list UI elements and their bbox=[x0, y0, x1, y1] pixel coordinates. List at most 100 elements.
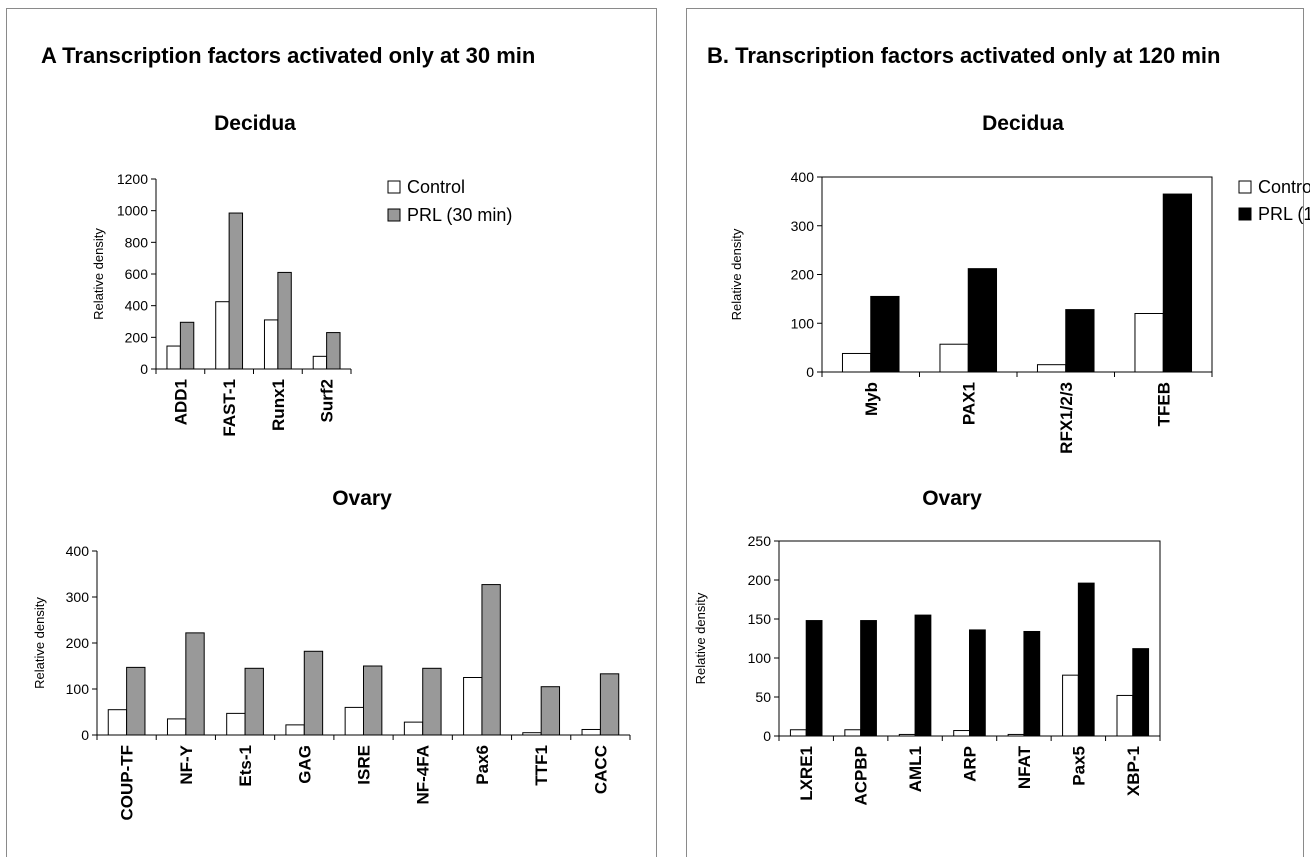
panel-a-title: A Transcription factors activated only a… bbox=[41, 43, 536, 68]
chart-2-bar-s1-0 bbox=[870, 295, 900, 373]
chart-2-legend-swatch-1 bbox=[1238, 207, 1252, 221]
chart-1-category-1: NF-Y bbox=[177, 744, 196, 784]
chart-0-ytick-label-6: 1200 bbox=[117, 171, 148, 187]
chart-1-category-5: NF-4FA bbox=[414, 745, 433, 805]
chart-1-bar-s0-8 bbox=[581, 728, 601, 736]
chart-3-category-3: ARP bbox=[961, 746, 980, 782]
panel-b: B. Transcription factors activated only … bbox=[686, 8, 1304, 857]
chart-2-category-1: PAX1 bbox=[959, 382, 978, 425]
chart-1-category-7: TTF1 bbox=[532, 745, 551, 786]
chart-3-bar-s1-4 bbox=[1023, 630, 1041, 737]
chart-0-category-1: FAST-1 bbox=[220, 379, 239, 437]
chart-3-ytick-label-1: 50 bbox=[755, 689, 771, 705]
chart-2-category-3: TFEB bbox=[1154, 382, 1173, 426]
chart-3-ytick-label-0: 0 bbox=[763, 728, 771, 744]
chart-3-bar-s0-6 bbox=[1116, 694, 1134, 737]
chart-1-category-6: Pax6 bbox=[473, 745, 492, 785]
chart-0-ytick-label-2: 400 bbox=[125, 298, 149, 314]
chart-0-legend-swatch-1 bbox=[387, 208, 401, 222]
chart-1-category-0: COUP-TF bbox=[118, 745, 137, 821]
chart-0-bar-s1-0 bbox=[179, 321, 195, 370]
chart-2-bar-s0-0 bbox=[841, 352, 872, 373]
chart-1-bar-s0-7 bbox=[522, 732, 542, 736]
chart-0-ytick-label-0: 0 bbox=[140, 361, 148, 377]
panel-b-title: B. Transcription factors activated only … bbox=[707, 43, 1221, 68]
chart-2-bar-s1-1 bbox=[967, 268, 998, 373]
chart-3-bar-s0-2 bbox=[898, 733, 916, 737]
chart-1-bar-s1-5 bbox=[422, 667, 442, 736]
chart-1-category-4: ISRE bbox=[355, 745, 374, 785]
chart-1-bar-s1-6 bbox=[481, 584, 501, 736]
chart-1-bar-s1-0 bbox=[126, 666, 146, 736]
chart-0-category-3: Surf2 bbox=[318, 379, 337, 422]
chart-3-title: Ovary bbox=[922, 487, 982, 510]
panel-a: A Transcription factors activated only a… bbox=[6, 8, 657, 857]
chart-0-category-2: Runx1 bbox=[269, 379, 288, 431]
chart-3-bar-s1-6 bbox=[1132, 648, 1150, 737]
chart-1-bar-s0-6 bbox=[463, 677, 483, 736]
chart-1-bar-s0-5 bbox=[403, 721, 424, 736]
chart-2-bar-s0-2 bbox=[1036, 364, 1067, 373]
chart-1-category-3: GAG bbox=[295, 745, 314, 784]
chart-1-ytick-label-1: 100 bbox=[66, 681, 90, 697]
chart-3-category-0: LXRE1 bbox=[797, 746, 816, 801]
chart-0-bar-s1-2 bbox=[277, 271, 292, 370]
chart-1-bar-s1-7 bbox=[540, 686, 561, 736]
chart-1-ylabel: Relative density bbox=[32, 597, 47, 689]
chart-2-ytick-label-2: 200 bbox=[791, 267, 815, 283]
chart-3-category-6: XBP-1 bbox=[1124, 746, 1143, 796]
chart-1-title: Ovary bbox=[332, 487, 392, 510]
chart-3-category-5: Pax5 bbox=[1069, 746, 1088, 786]
chart-1-bar-s0-2 bbox=[226, 712, 246, 736]
chart-1-ytick-label-2: 200 bbox=[66, 635, 90, 651]
chart-3-bar-s1-0 bbox=[805, 620, 823, 737]
chart-2-legend-label-0: Control bbox=[1258, 177, 1310, 197]
chart-0-legend-label-1: PRL (30 min) bbox=[407, 205, 512, 225]
chart-2-legend-label-1: PRL (120 min) bbox=[1258, 204, 1310, 224]
chart-0-ytick-label-5: 1000 bbox=[117, 203, 148, 219]
chart-2-bar-s1-2 bbox=[1065, 309, 1095, 373]
chart-2-category-0: Myb bbox=[862, 382, 881, 416]
chart-2-ytick-label-4: 400 bbox=[791, 169, 815, 185]
chart-1-ytick-label-3: 300 bbox=[66, 589, 90, 605]
chart-0-legend-label-0: Control bbox=[407, 177, 465, 197]
chart-0-bar-s1-1 bbox=[228, 212, 244, 370]
chart-1-bar-s1-3 bbox=[303, 650, 324, 736]
chart-3-bar-s1-1 bbox=[860, 620, 877, 737]
chart-2-ytick-label-1: 100 bbox=[791, 315, 815, 331]
chart-3-ylabel: Relative density bbox=[693, 592, 708, 684]
chart-1-category-2: Ets-1 bbox=[236, 745, 255, 787]
chart-0-category-0: ADD1 bbox=[171, 379, 190, 425]
chart-0-bar-s1-3 bbox=[326, 332, 341, 370]
chart-3-ytick-label-3: 150 bbox=[748, 611, 772, 627]
chart-2-bar-s1-3 bbox=[1162, 193, 1193, 373]
chart-2-legend-swatch-0 bbox=[1238, 180, 1252, 194]
chart-1-bar-s0-1 bbox=[166, 718, 187, 736]
chart-1-bar-s0-4 bbox=[344, 706, 365, 736]
chart-1-ytick-label-0: 0 bbox=[81, 727, 89, 743]
chart-1-bar-s1-8 bbox=[599, 673, 620, 736]
chart-3-category-2: AML1 bbox=[906, 746, 925, 792]
chart-2-ylabel: Relative density bbox=[729, 228, 744, 320]
chart-1-bar-s0-0 bbox=[107, 709, 128, 736]
chart-1-category-8: CACC bbox=[591, 745, 610, 794]
chart-0-legend-swatch-0 bbox=[387, 180, 401, 194]
chart-0-bar-s0-1 bbox=[215, 301, 230, 370]
chart-0-ylabel: Relative density bbox=[91, 228, 106, 320]
chart-1-bar-s1-2 bbox=[244, 667, 264, 736]
chart-2-title: Decidua bbox=[982, 112, 1064, 135]
chart-3-bar-s0-4 bbox=[1007, 733, 1025, 737]
chart-3-ytick-label-4: 200 bbox=[748, 572, 772, 588]
chart-0-ytick-label-3: 600 bbox=[125, 266, 149, 282]
chart-0-ytick-label-4: 800 bbox=[125, 234, 149, 250]
chart-2-ytick-label-0: 0 bbox=[806, 364, 814, 380]
chart-1-bar-s0-3 bbox=[285, 724, 305, 736]
chart-2-bar-s0-3 bbox=[1134, 313, 1164, 373]
chart-3-bar-s0-1 bbox=[844, 729, 862, 737]
chart-3-category-4: NFAT bbox=[1015, 745, 1034, 789]
chart-3-bar-s1-2 bbox=[914, 614, 932, 737]
chart-2-category-2: RFX1/2/3 bbox=[1057, 382, 1076, 454]
chart-1-ytick-label-4: 400 bbox=[66, 543, 90, 559]
chart-3-bar-s1-5 bbox=[1077, 582, 1095, 737]
